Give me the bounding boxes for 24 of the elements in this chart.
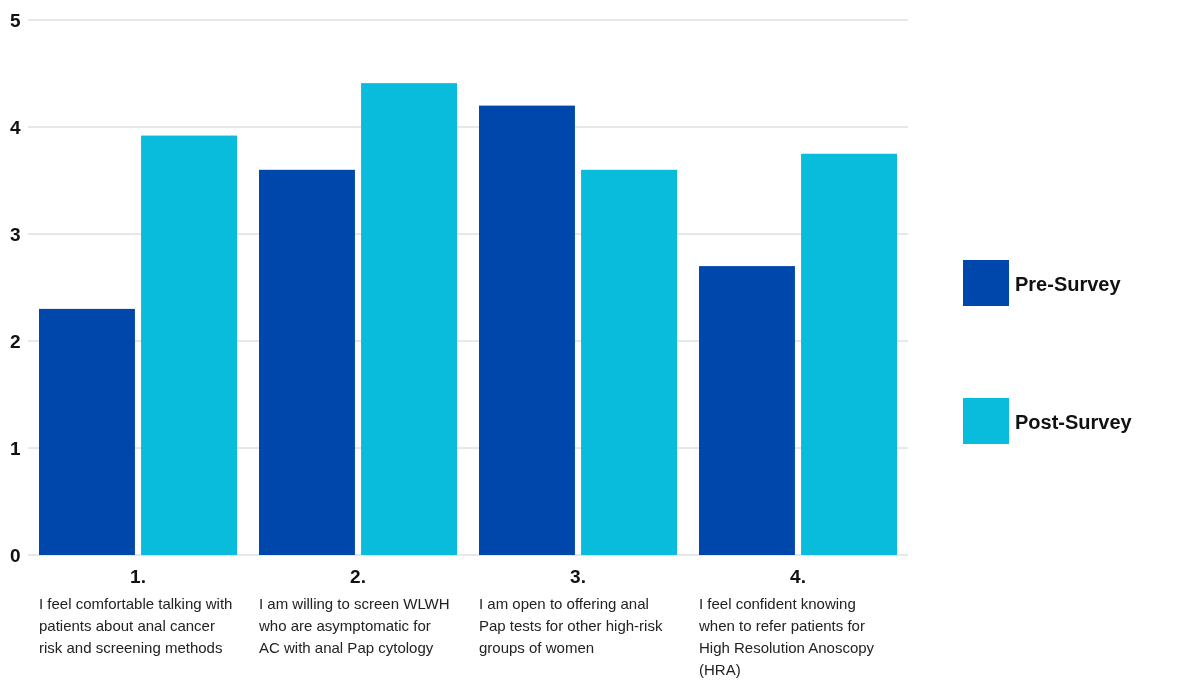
x-tick-label: 3. bbox=[570, 566, 586, 587]
legend-label: Pre-Survey bbox=[1015, 273, 1122, 295]
y-tick-label: 3 bbox=[10, 223, 21, 245]
bar bbox=[479, 105, 575, 555]
bar bbox=[361, 83, 457, 555]
y-tick-label: 2 bbox=[10, 330, 21, 352]
text: I am willing to screen WLWH who are asymptomatic for AC with anal Pap cytology bbox=[259, 594, 451, 658]
x-tick-label: 1. bbox=[130, 566, 146, 587]
y-tick-label: 5 bbox=[10, 9, 21, 31]
y-tick-label: 0 bbox=[10, 544, 21, 566]
text: I am open to offering anal Pap tests for other high-risk groups of women bbox=[479, 594, 664, 658]
bar bbox=[699, 266, 795, 555]
y-tick-label: 4 bbox=[10, 116, 21, 138]
bar bbox=[581, 169, 677, 555]
bar bbox=[39, 308, 135, 555]
text: I feel comfortable talking with patients about anal cancer risk and screening methods bbox=[39, 594, 234, 658]
x-tick-label: 4. bbox=[790, 566, 806, 587]
y-tick-label: 1 bbox=[10, 437, 21, 459]
bar bbox=[259, 169, 355, 555]
text: I feel confident knowing when to refer patients for High Resolution Anoscopy (HRA) bbox=[699, 594, 876, 680]
bar bbox=[801, 153, 897, 555]
x-tick-label: 2. bbox=[350, 566, 366, 587]
legend-label: Post-Survey bbox=[1015, 411, 1133, 433]
bar bbox=[141, 135, 237, 555]
